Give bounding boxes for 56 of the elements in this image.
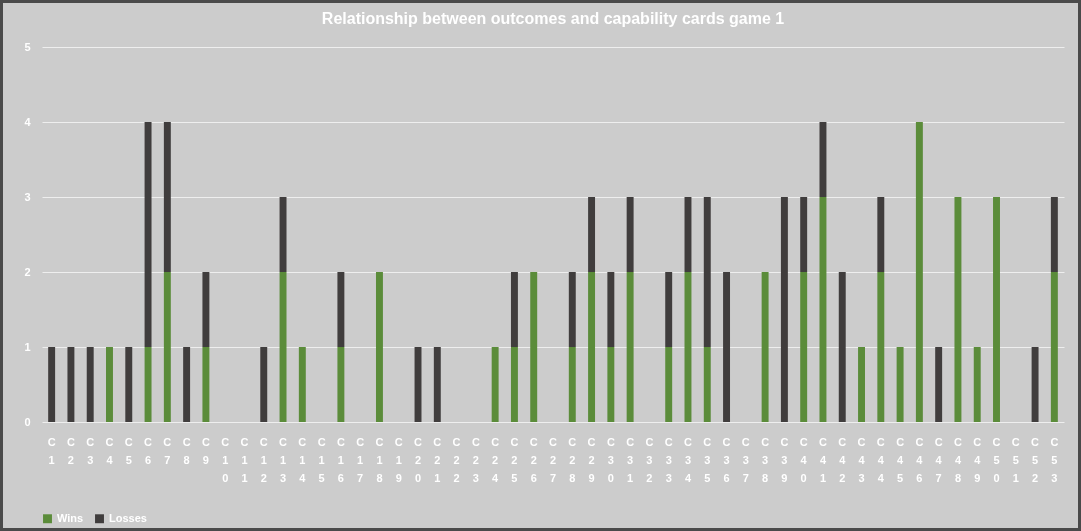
bar	[626, 272, 634, 422]
bar	[607, 347, 615, 422]
bar	[896, 347, 904, 422]
bar	[510, 347, 518, 422]
bar	[723, 272, 731, 422]
bar	[703, 197, 711, 347]
bar	[491, 347, 499, 422]
bar	[568, 272, 576, 347]
bar	[337, 272, 345, 347]
bar	[106, 347, 113, 422]
bar	[665, 272, 673, 347]
bar	[48, 347, 56, 422]
bar	[993, 197, 1000, 422]
bar	[144, 122, 152, 347]
bar	[298, 347, 306, 422]
bar	[877, 272, 885, 422]
bar	[433, 347, 441, 422]
bar	[703, 347, 711, 422]
bar	[626, 197, 634, 272]
bar	[780, 197, 788, 422]
bar	[800, 197, 808, 272]
bar	[202, 272, 210, 347]
bar	[588, 197, 596, 272]
bar	[375, 272, 383, 422]
bar	[954, 197, 962, 422]
bar	[588, 272, 596, 422]
bar	[665, 347, 673, 422]
bar	[279, 272, 287, 422]
bar	[260, 347, 268, 422]
bar	[86, 347, 94, 422]
bar	[915, 122, 923, 422]
bar	[1050, 272, 1058, 422]
bar	[530, 272, 538, 422]
bar	[1031, 347, 1039, 422]
bar	[510, 272, 518, 347]
bar	[337, 347, 345, 422]
bar	[935, 347, 943, 422]
bar	[761, 272, 769, 422]
bar	[877, 197, 885, 272]
bar	[819, 122, 827, 197]
bar	[202, 347, 210, 422]
bar	[125, 347, 133, 422]
bar	[67, 347, 75, 422]
bar	[163, 272, 171, 422]
bar	[607, 272, 615, 347]
bar	[144, 347, 152, 422]
bar	[973, 347, 981, 422]
bar	[800, 272, 808, 422]
bar	[568, 347, 576, 422]
bar	[858, 347, 865, 422]
bar	[838, 272, 846, 422]
bar	[279, 197, 287, 272]
bar	[819, 197, 827, 422]
bar	[1050, 197, 1058, 272]
bar	[163, 122, 171, 272]
bar	[183, 347, 191, 422]
